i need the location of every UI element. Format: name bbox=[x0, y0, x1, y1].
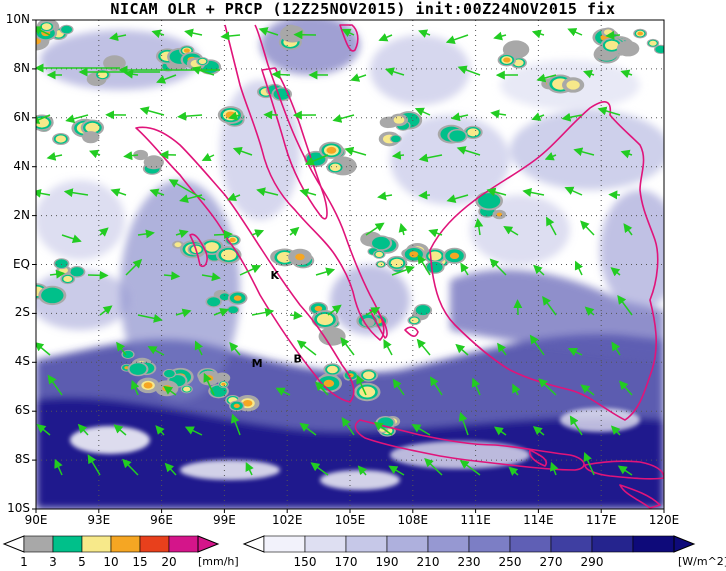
precip-colorbar-label: 3 bbox=[49, 555, 57, 569]
lon-label: 114E bbox=[523, 513, 554, 527]
lat-label: 8N bbox=[13, 60, 30, 75]
olr-colorbar-label: 270 bbox=[539, 555, 563, 569]
lon-label: 93E bbox=[87, 513, 111, 527]
lon-label: 120E bbox=[648, 513, 680, 527]
precip-colorbar-label: 5 bbox=[78, 555, 86, 569]
lon-label: 96E bbox=[150, 513, 174, 527]
lon-label: 102E bbox=[271, 513, 303, 527]
lon-label: 105E bbox=[334, 513, 366, 527]
olr-colorbar-label: 250 bbox=[498, 555, 522, 569]
olr-colorbar-label: 290 bbox=[580, 555, 604, 569]
precip-colorbar bbox=[2, 535, 220, 553]
precip-colorbar-label: 20 bbox=[161, 555, 177, 569]
lat-label: 2S bbox=[14, 305, 30, 320]
lat-label: 2N bbox=[13, 207, 30, 222]
lon-label: 111E bbox=[460, 513, 491, 527]
olr-colorbar-label: 190 bbox=[375, 555, 399, 569]
olr-unit: [W/m^2] bbox=[678, 555, 726, 568]
olr-colorbar bbox=[242, 535, 696, 553]
map-title: NICAM OLR + PRCP (12Z25NOV2015) init:00Z… bbox=[110, 0, 616, 18]
lon-label: 99E bbox=[212, 513, 236, 527]
olr-colorbar-label: 170 bbox=[334, 555, 358, 569]
lat-label: EQ bbox=[12, 256, 30, 271]
lon-label: 108E bbox=[397, 513, 429, 527]
olr-colorbar-label: 150 bbox=[293, 555, 317, 569]
precip-cells bbox=[36, 20, 664, 437]
lon-label: 117E bbox=[585, 513, 617, 527]
olr-clear-patches bbox=[70, 408, 640, 490]
lat-label: 6N bbox=[13, 109, 30, 124]
lon-label: 90E bbox=[24, 513, 48, 527]
olr-colorbar-label: 210 bbox=[416, 555, 440, 569]
precip-colorbar-label: 10 bbox=[103, 555, 119, 569]
wind-vectors bbox=[36, 26, 633, 476]
location-marker-k: K bbox=[270, 269, 279, 282]
lat-label: 8S bbox=[14, 452, 30, 467]
lat-label: 10N bbox=[5, 12, 30, 26]
precip-colorbar-label: 15 bbox=[132, 555, 148, 569]
precip-colorbar-label: 1 bbox=[20, 555, 28, 569]
location-marker-m: M bbox=[252, 357, 263, 370]
lat-label: 10S bbox=[7, 501, 30, 515]
precip-unit: [mm/h] bbox=[198, 555, 239, 568]
lat-label: 6S bbox=[14, 403, 30, 418]
lat-label: 4N bbox=[13, 158, 30, 173]
location-markers: K M B bbox=[252, 269, 302, 370]
location-marker-b: B bbox=[293, 352, 301, 365]
lat-label: 4S bbox=[14, 354, 30, 369]
axis-ticks bbox=[32, 19, 665, 513]
olr-colorbar-label: 230 bbox=[457, 555, 481, 569]
